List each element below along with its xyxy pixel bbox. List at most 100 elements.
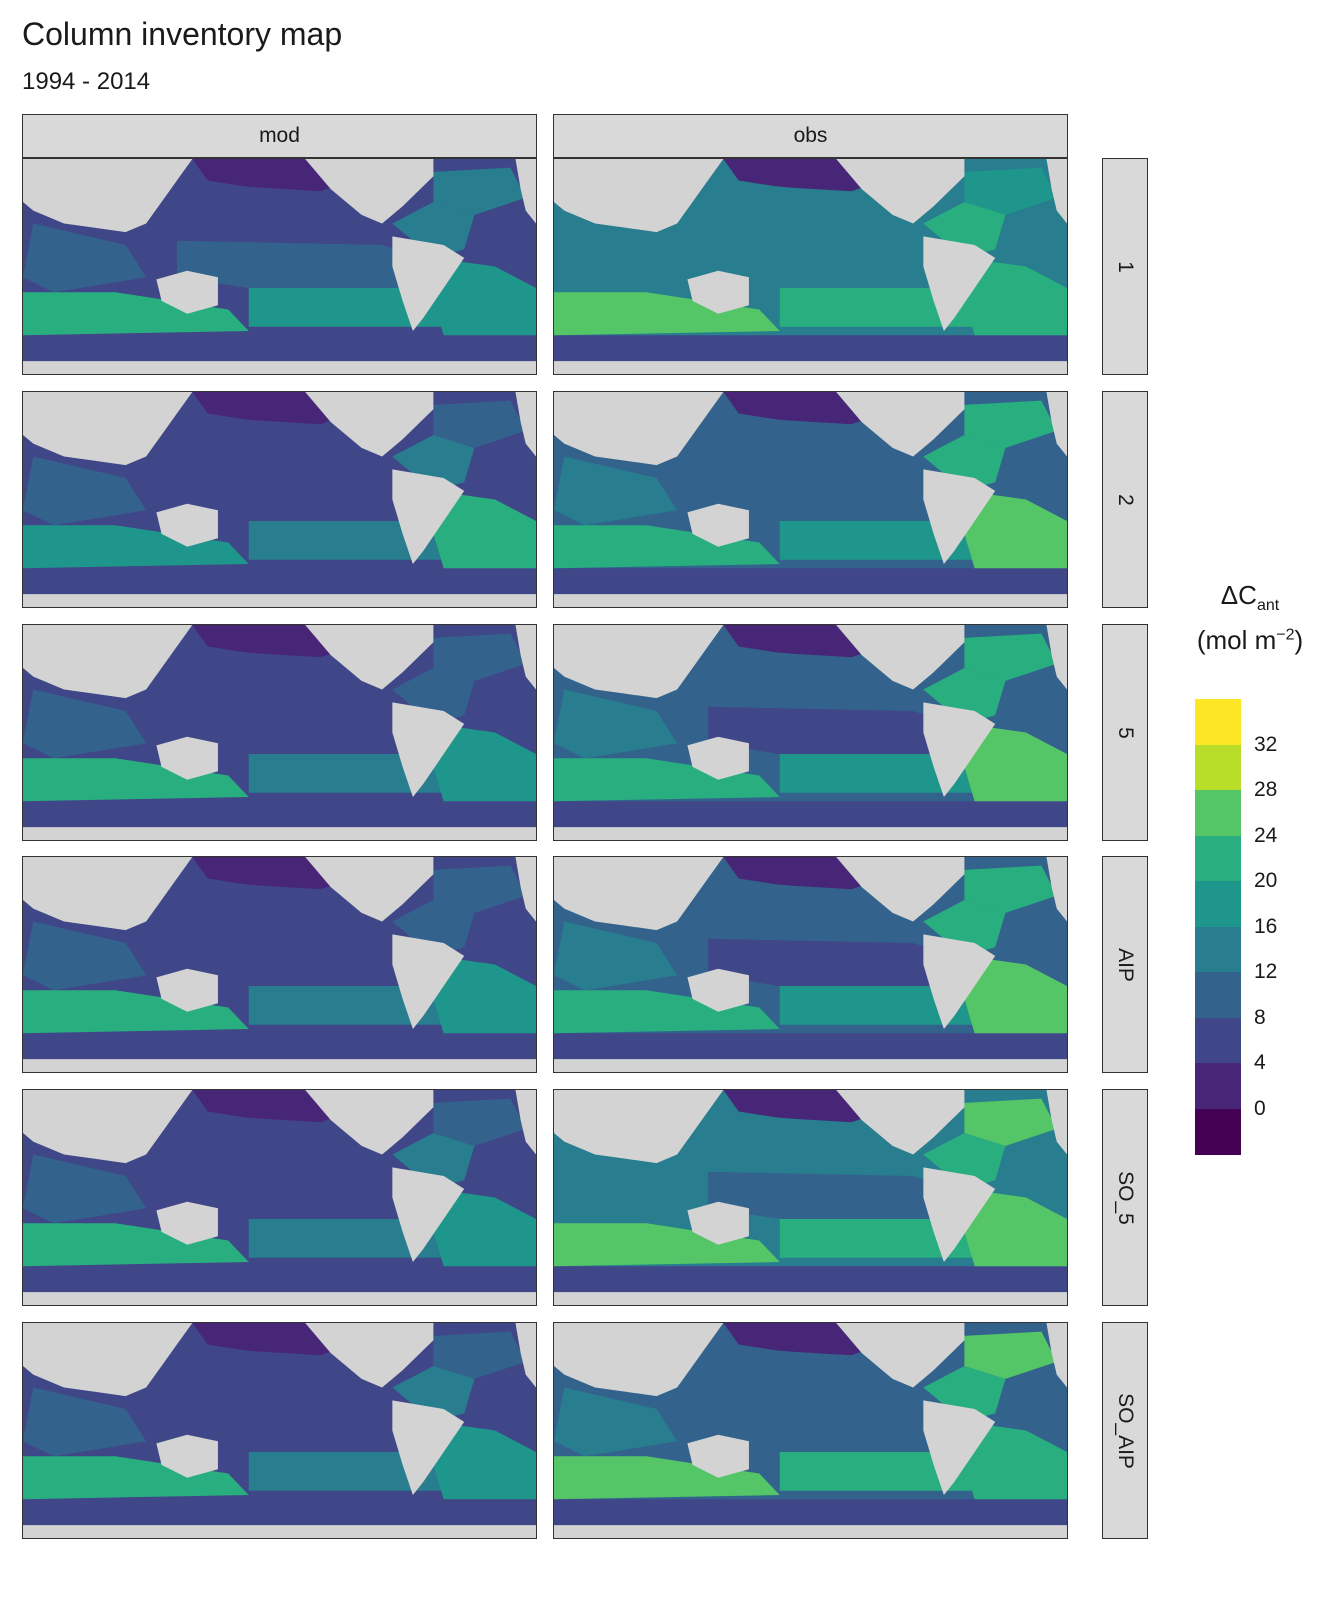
land-mass [923, 1400, 996, 1495]
region-9-cell [23, 1223, 249, 1267]
land-mass [923, 1167, 996, 1262]
facet-row-strip: 1 [1102, 158, 1148, 375]
region-9-cell [554, 525, 780, 569]
land-mass [1046, 625, 1067, 690]
land-mass [554, 159, 724, 233]
land-mass [687, 503, 749, 547]
region-0-cell [723, 392, 883, 425]
region-2-cell [707, 1404, 965, 1452]
legend-tick-label: 4 [1254, 1051, 1266, 1074]
region-6-cell [433, 167, 526, 215]
map-panel-mod-2 [22, 391, 537, 608]
region-5-cell [392, 202, 475, 258]
land-mass [554, 1059, 1067, 1072]
facet-row-label: SO_AIP [1114, 1392, 1137, 1469]
legend-colorbar [1195, 699, 1241, 1155]
region-8-cell [554, 456, 678, 526]
region-6-cell [433, 1098, 526, 1146]
land-mass [1046, 1323, 1067, 1388]
legend-color-bin [1195, 835, 1241, 882]
region-2-cell [176, 938, 434, 986]
land-mass [687, 968, 749, 1012]
land-mass [554, 857, 724, 931]
legend-tick-label: 0 [1254, 1096, 1266, 1120]
map-svg [554, 159, 1067, 374]
land-mass [554, 594, 1067, 607]
region-0-cell [192, 159, 352, 192]
land-mass [687, 270, 749, 314]
region-9-cell [23, 292, 249, 336]
land-mass [554, 1525, 1067, 1538]
land-mass [1046, 1090, 1067, 1155]
land-mass [305, 1323, 434, 1388]
region-6-cell [433, 1331, 526, 1379]
region-4-cell [23, 801, 536, 828]
land-mass [687, 1201, 749, 1245]
region-1-cell [692, 1340, 924, 1409]
region-1-cell [692, 176, 924, 245]
region-8-cell [23, 1154, 147, 1224]
region-0-cell [723, 1323, 883, 1356]
region-9-cell [554, 990, 780, 1034]
land-mass [23, 1059, 536, 1072]
facet-row-label: 2 [1114, 493, 1137, 506]
legend-tick-label: 24 [1254, 823, 1278, 847]
region-2-cell [176, 1404, 434, 1452]
region-6-cell [964, 865, 1057, 913]
land-mass [554, 625, 724, 699]
map-svg [554, 392, 1067, 607]
land-mass [305, 159, 434, 224]
region-9-cell [554, 292, 780, 336]
region-4-cell [554, 568, 1067, 595]
region-9-cell [23, 525, 249, 569]
facet-row-label: SO_5 [1114, 1170, 1138, 1225]
legend-color-bin [1195, 926, 1241, 973]
region-7-cell [433, 490, 536, 569]
map-panel-obs-1 [553, 158, 1068, 375]
region-8-cell [23, 223, 147, 293]
region-7-cell [433, 1188, 536, 1267]
region-0-cell [192, 1323, 352, 1356]
map-panel-obs-AIP [553, 856, 1068, 1073]
land-mass [305, 1090, 434, 1155]
region-6-cell [964, 167, 1057, 215]
map-panel-obs-SO_5 [553, 1089, 1068, 1306]
facet-row-label: AIP [1113, 947, 1137, 982]
region-4-cell [554, 1266, 1067, 1293]
region-7-cell [433, 723, 536, 802]
map-svg [554, 625, 1067, 840]
land-mass [836, 392, 965, 457]
chart-title: Column inventory map [22, 16, 343, 52]
land-mass [836, 159, 965, 224]
legend-tick-label: 16 [1254, 914, 1278, 938]
region-2-cell [707, 706, 965, 754]
region-2-cell [176, 1171, 434, 1219]
region-7-cell [964, 723, 1067, 802]
region-6-cell [433, 865, 526, 913]
legend-tick-label: 28 [1254, 778, 1278, 801]
region-5-cell [923, 1366, 1006, 1422]
map-svg [23, 1090, 536, 1305]
land-mass [23, 159, 193, 233]
region-5-cell [923, 435, 1006, 491]
legend-color-bin [1195, 1063, 1241, 1109]
region-5-cell [923, 900, 1006, 956]
region-4-cell [23, 335, 536, 362]
legend-tick-label: 32 [1254, 732, 1278, 756]
land-mass [836, 1323, 965, 1388]
region-5-cell [392, 900, 475, 956]
land-mass [392, 236, 465, 331]
region-6-cell [964, 400, 1057, 448]
legend-color-bin [1195, 744, 1241, 791]
land-mass [23, 1525, 536, 1538]
region-5-cell [392, 435, 475, 491]
map-svg [23, 159, 536, 374]
region-2-cell [707, 240, 965, 288]
region-7-cell [433, 257, 536, 336]
land-mass [392, 702, 465, 797]
region-7-cell [433, 955, 536, 1034]
region-0-cell [192, 625, 352, 658]
land-mass [1046, 392, 1067, 457]
map-panel-mod-SO_5 [22, 1089, 537, 1306]
chart-subtitle: 1994 - 2014 [22, 68, 151, 95]
